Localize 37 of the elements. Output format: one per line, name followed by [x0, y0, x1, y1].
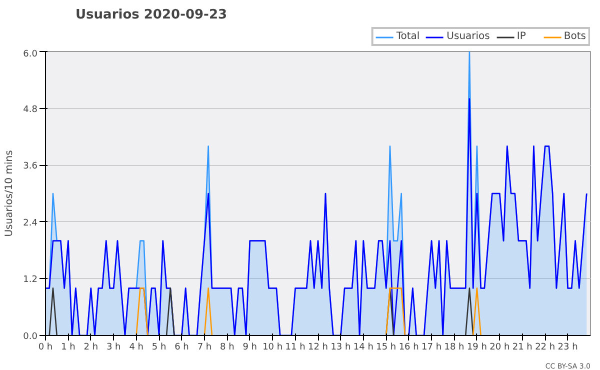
x-tick-label: 13 h — [330, 342, 351, 352]
x-tick-label: 11 h — [285, 342, 306, 352]
line-series — [46, 98, 588, 336]
x-tick-label: 20 h — [490, 342, 510, 352]
y-tick-label: 1.2 — [23, 275, 38, 286]
x-tick-label: 23 h — [558, 342, 578, 352]
legend-label: Total — [396, 31, 420, 42]
y-tick-label: 0.0 — [23, 332, 38, 342]
x-tick-label: 9 h — [242, 342, 258, 352]
chart-title: Usuarios 2020-09-23 — [76, 8, 228, 22]
x-tick-label: 10 h — [262, 342, 283, 352]
y-tick-label: 3.6 — [23, 162, 38, 172]
legend-label: Bots — [564, 31, 586, 42]
legend-label: IP — [516, 31, 527, 42]
x-tick-label: 1 h — [61, 342, 76, 352]
x-tick-label: 18 h — [444, 342, 464, 352]
y-tick-label: 6.0 — [23, 50, 38, 60]
x-tick-label: 21 h — [512, 342, 532, 352]
x-tick-label: 16 h — [398, 342, 419, 352]
x-tick-label: 5 h — [152, 342, 166, 352]
x-tick-label: 14 h — [353, 342, 374, 352]
x-tick-label: 15 h — [376, 342, 396, 352]
x-tick-label: 2 h — [84, 342, 98, 352]
x-tick-label: 19 h — [466, 342, 487, 352]
x-tick-label: 12 h — [308, 342, 328, 352]
x-tick-label: 17 h — [422, 342, 442, 352]
y-tick-label: 4.8 — [23, 104, 38, 115]
x-tick-label: 7 h — [197, 342, 212, 352]
x-tick-label: 8 h — [220, 342, 234, 352]
legend-label: Usuarios — [446, 31, 490, 42]
y-axis-title: Usuarios/10 mins — [4, 150, 16, 237]
y-tick-label: 2.4 — [23, 218, 38, 228]
x-tick-label: 6 h — [174, 342, 189, 352]
x-tick-label: 0 h — [38, 342, 53, 352]
x-tick-label: 4 h — [129, 342, 144, 352]
x-tick-label: 22 h — [535, 342, 556, 352]
x-tick-label: 3 h — [106, 342, 121, 352]
